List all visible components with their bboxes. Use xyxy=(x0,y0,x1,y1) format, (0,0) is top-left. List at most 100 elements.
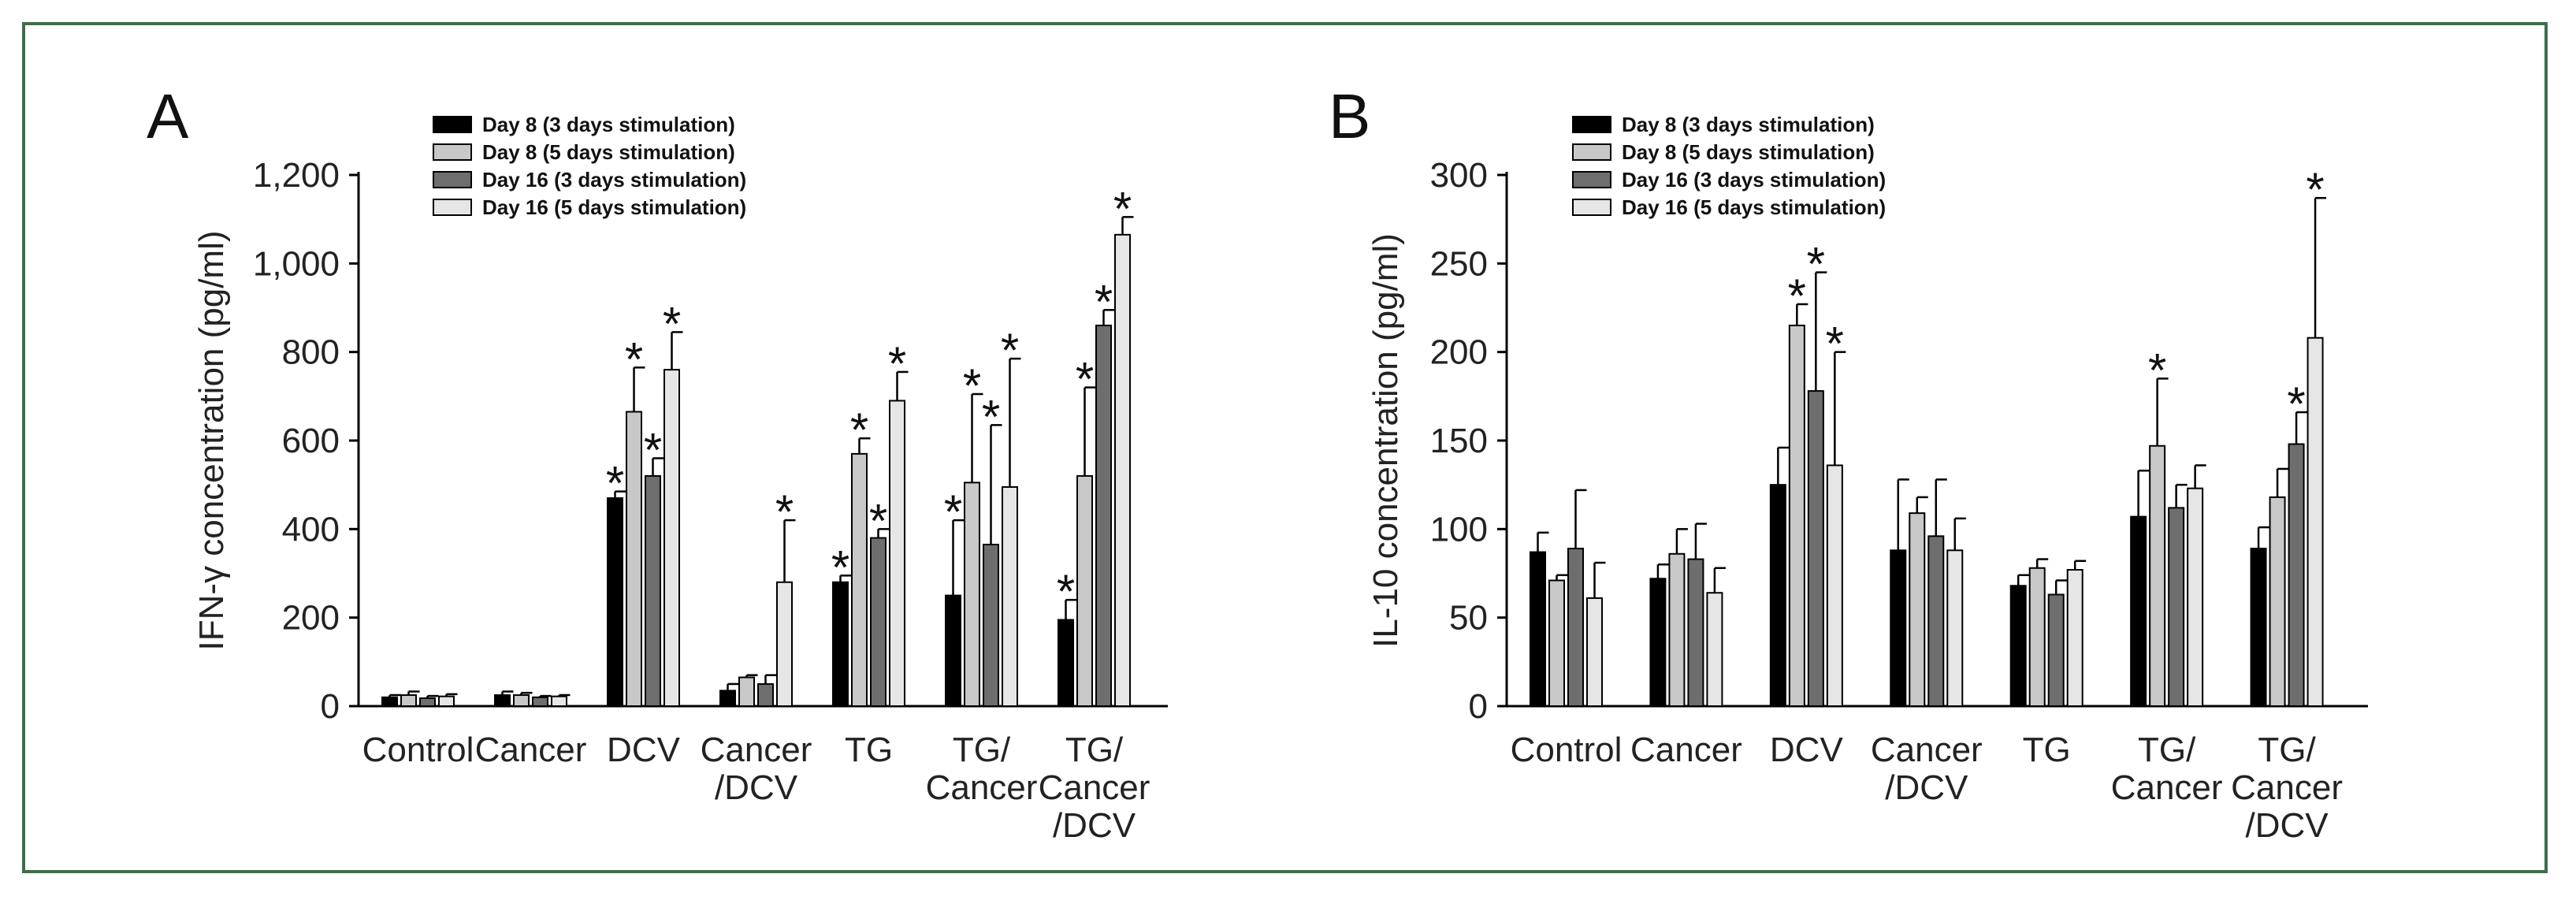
y-axis-label: IL-10 concentration (pg/ml) xyxy=(1366,233,1405,648)
bar xyxy=(851,452,868,707)
x-category-label: Cancer xyxy=(701,731,812,769)
legend-swatch xyxy=(1572,171,1611,188)
bar xyxy=(2066,569,2083,707)
legend-swatch xyxy=(433,143,472,161)
bar xyxy=(1927,535,1945,707)
legend-swatch xyxy=(433,171,472,188)
significance-star: * xyxy=(2148,344,2166,396)
bar xyxy=(1687,558,1704,707)
x-category-label: Cancer xyxy=(1630,731,1742,769)
significance-star: * xyxy=(963,359,981,412)
y-tick-label: 0 xyxy=(1469,687,1488,726)
x-category-label: TG xyxy=(2023,731,2071,769)
bar xyxy=(1890,549,1907,707)
panel-letter: B xyxy=(1329,81,1370,151)
bar xyxy=(494,694,511,707)
y-tick-label: 1,000 xyxy=(253,244,340,283)
y-tick-label: 800 xyxy=(282,333,340,372)
legend-entry: Day 16 (5 days stimulation) xyxy=(1622,195,1886,219)
x-category-label: TG/ xyxy=(2258,731,2316,769)
significance-star: * xyxy=(982,390,1000,443)
significance-star: * xyxy=(2287,377,2305,430)
bar xyxy=(1807,390,1824,707)
significance-star: * xyxy=(775,485,794,538)
bar xyxy=(607,497,623,707)
bar xyxy=(1668,552,1686,708)
bar xyxy=(2288,443,2305,707)
bar xyxy=(1788,324,1805,707)
significance-star: * xyxy=(606,457,624,510)
x-category-label: DCV xyxy=(1770,731,1844,769)
significance-star: * xyxy=(625,333,643,385)
bar xyxy=(626,411,642,707)
bar xyxy=(1946,549,1964,707)
significance-star: * xyxy=(1001,324,1019,377)
bar xyxy=(832,581,849,707)
legend-entry: Day 8 (5 days stimulation) xyxy=(482,140,735,164)
bar xyxy=(438,695,455,707)
y-tick-label: 200 xyxy=(282,599,340,638)
bar xyxy=(1114,233,1131,707)
figure-frame xyxy=(22,22,2548,873)
bar xyxy=(513,694,530,707)
x-category-label: TG xyxy=(845,731,893,769)
legend-swatch xyxy=(433,199,472,216)
significance-star: * xyxy=(2306,163,2324,216)
bar xyxy=(400,694,417,707)
bar xyxy=(2009,585,2027,708)
significance-star: * xyxy=(869,494,887,547)
y-tick-label: 200 xyxy=(1430,333,1488,372)
significance-star: * xyxy=(831,541,849,593)
legend-entry: Day 8 (3 days stimulation) xyxy=(482,113,735,136)
bar xyxy=(381,696,398,707)
bar xyxy=(945,594,961,707)
bar xyxy=(776,581,793,707)
bar xyxy=(1076,474,1093,708)
significance-star: * xyxy=(944,485,962,538)
bar xyxy=(1567,548,1584,708)
legend-swatch xyxy=(1572,143,1611,161)
x-category-label: Cancer xyxy=(1039,768,1150,807)
significance-star: * xyxy=(1807,238,1825,291)
legend-entry: Day 8 (3 days stimulation) xyxy=(1622,113,1875,136)
bar xyxy=(2047,593,2065,708)
x-category-label: TG/ xyxy=(1065,731,1124,769)
bar xyxy=(645,474,661,708)
y-tick-label: 250 xyxy=(1430,244,1488,283)
bar xyxy=(1548,579,1565,708)
significance-star: * xyxy=(1113,182,1132,235)
bar xyxy=(1002,485,1018,707)
y-tick-label: 0 xyxy=(321,687,340,726)
y-tick-label: 100 xyxy=(1430,510,1488,549)
y-tick-label: 600 xyxy=(282,422,340,460)
x-category-label: Control xyxy=(362,731,474,769)
x-category-label: Cancer xyxy=(2111,768,2223,807)
bar xyxy=(889,400,905,707)
bar xyxy=(1826,464,1843,707)
panel-a-chart: A Day 8 (3 days stimulation) Day 8 (5 days… xyxy=(147,81,1168,845)
significance-star: * xyxy=(1826,318,1844,370)
bar xyxy=(1649,578,1667,707)
y-axis-label: IFN-γ concentration (pg/ml) xyxy=(192,230,231,650)
x-category-label: Cancer xyxy=(2231,768,2343,807)
significance-star: * xyxy=(1095,275,1113,328)
bar xyxy=(1706,592,1723,707)
significance-star: * xyxy=(663,297,681,350)
bar xyxy=(2168,507,2185,708)
bar xyxy=(419,697,436,708)
legend-swatch xyxy=(1572,199,1611,216)
x-category-label: DCV xyxy=(607,731,681,769)
y-tick-label: 50 xyxy=(1449,599,1488,638)
significance-star: * xyxy=(1076,353,1094,406)
bar xyxy=(2307,337,2324,707)
significance-star: * xyxy=(850,404,868,456)
x-category-label: Cancer xyxy=(475,731,587,769)
x-category-label: Cancer xyxy=(1871,731,1983,769)
bar xyxy=(1095,324,1112,707)
x-category-label: /DCV xyxy=(1053,806,1136,845)
y-tick-label: 150 xyxy=(1430,422,1488,460)
bar xyxy=(738,676,755,707)
bar xyxy=(664,369,680,707)
x-category-label: /DCV xyxy=(715,768,798,807)
